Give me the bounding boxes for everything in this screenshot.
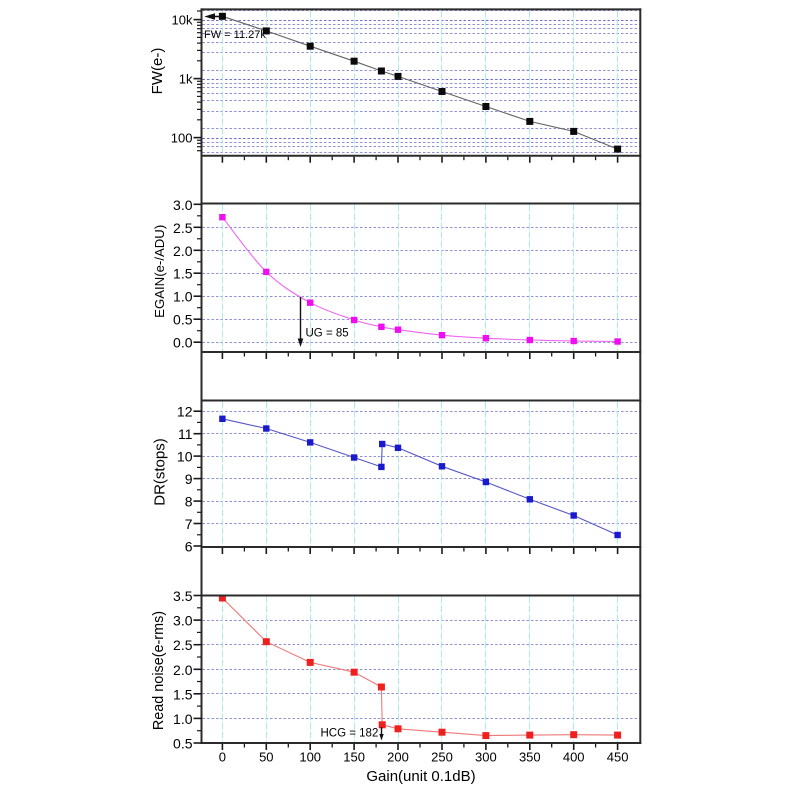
svg-text:10: 10	[177, 449, 193, 465]
svg-text:FW = 11.27k: FW = 11.27k	[204, 29, 266, 41]
svg-text:HCG = 182: HCG = 182	[321, 728, 379, 740]
svg-text:100: 100	[299, 750, 321, 765]
svg-text:2.5: 2.5	[173, 220, 193, 236]
svg-text:2.5: 2.5	[173, 637, 193, 653]
svg-text:UG = 85: UG = 85	[306, 328, 349, 340]
svg-text:0: 0	[219, 750, 226, 765]
svg-text:Gain(unit 0.1dB): Gain(unit 0.1dB)	[366, 768, 475, 785]
svg-text:6: 6	[185, 539, 193, 555]
svg-text:400: 400	[563, 750, 585, 765]
svg-text:1.5: 1.5	[173, 266, 193, 282]
svg-text:Read noise(e-rms): Read noise(e-rms)	[151, 611, 167, 730]
svg-text:1.0: 1.0	[173, 289, 193, 305]
svg-text:3.5: 3.5	[173, 588, 193, 604]
svg-text:200: 200	[387, 750, 409, 765]
svg-text:100: 100	[171, 131, 193, 146]
svg-text:0.0: 0.0	[173, 335, 193, 351]
svg-text:8: 8	[185, 494, 193, 510]
svg-text:10k: 10k	[172, 13, 193, 28]
svg-text:3.0: 3.0	[173, 613, 193, 629]
svg-text:12: 12	[177, 404, 193, 420]
svg-text:350: 350	[519, 750, 541, 765]
svg-text:7: 7	[185, 516, 193, 532]
svg-text:1.5: 1.5	[173, 686, 193, 702]
svg-text:0.5: 0.5	[173, 312, 193, 328]
svg-text:300: 300	[475, 750, 497, 765]
svg-text:250: 250	[431, 750, 453, 765]
svg-text:FW(e-): FW(e-)	[149, 48, 166, 95]
svg-text:0.5: 0.5	[173, 736, 193, 752]
svg-text:9: 9	[185, 471, 193, 487]
svg-text:11: 11	[178, 426, 193, 442]
svg-text:EGAIN(e-/ADU): EGAIN(e-/ADU)	[152, 225, 167, 318]
svg-text:450: 450	[607, 750, 629, 765]
svg-text:50: 50	[259, 750, 273, 765]
svg-text:150: 150	[343, 750, 365, 765]
svg-text:2.0: 2.0	[173, 243, 193, 259]
svg-text:1.0: 1.0	[173, 711, 193, 727]
svg-text:2.0: 2.0	[173, 662, 193, 678]
svg-text:DR(stops): DR(stops)	[152, 438, 169, 506]
svg-text:1k: 1k	[179, 72, 193, 87]
svg-text:3.0: 3.0	[173, 197, 193, 213]
